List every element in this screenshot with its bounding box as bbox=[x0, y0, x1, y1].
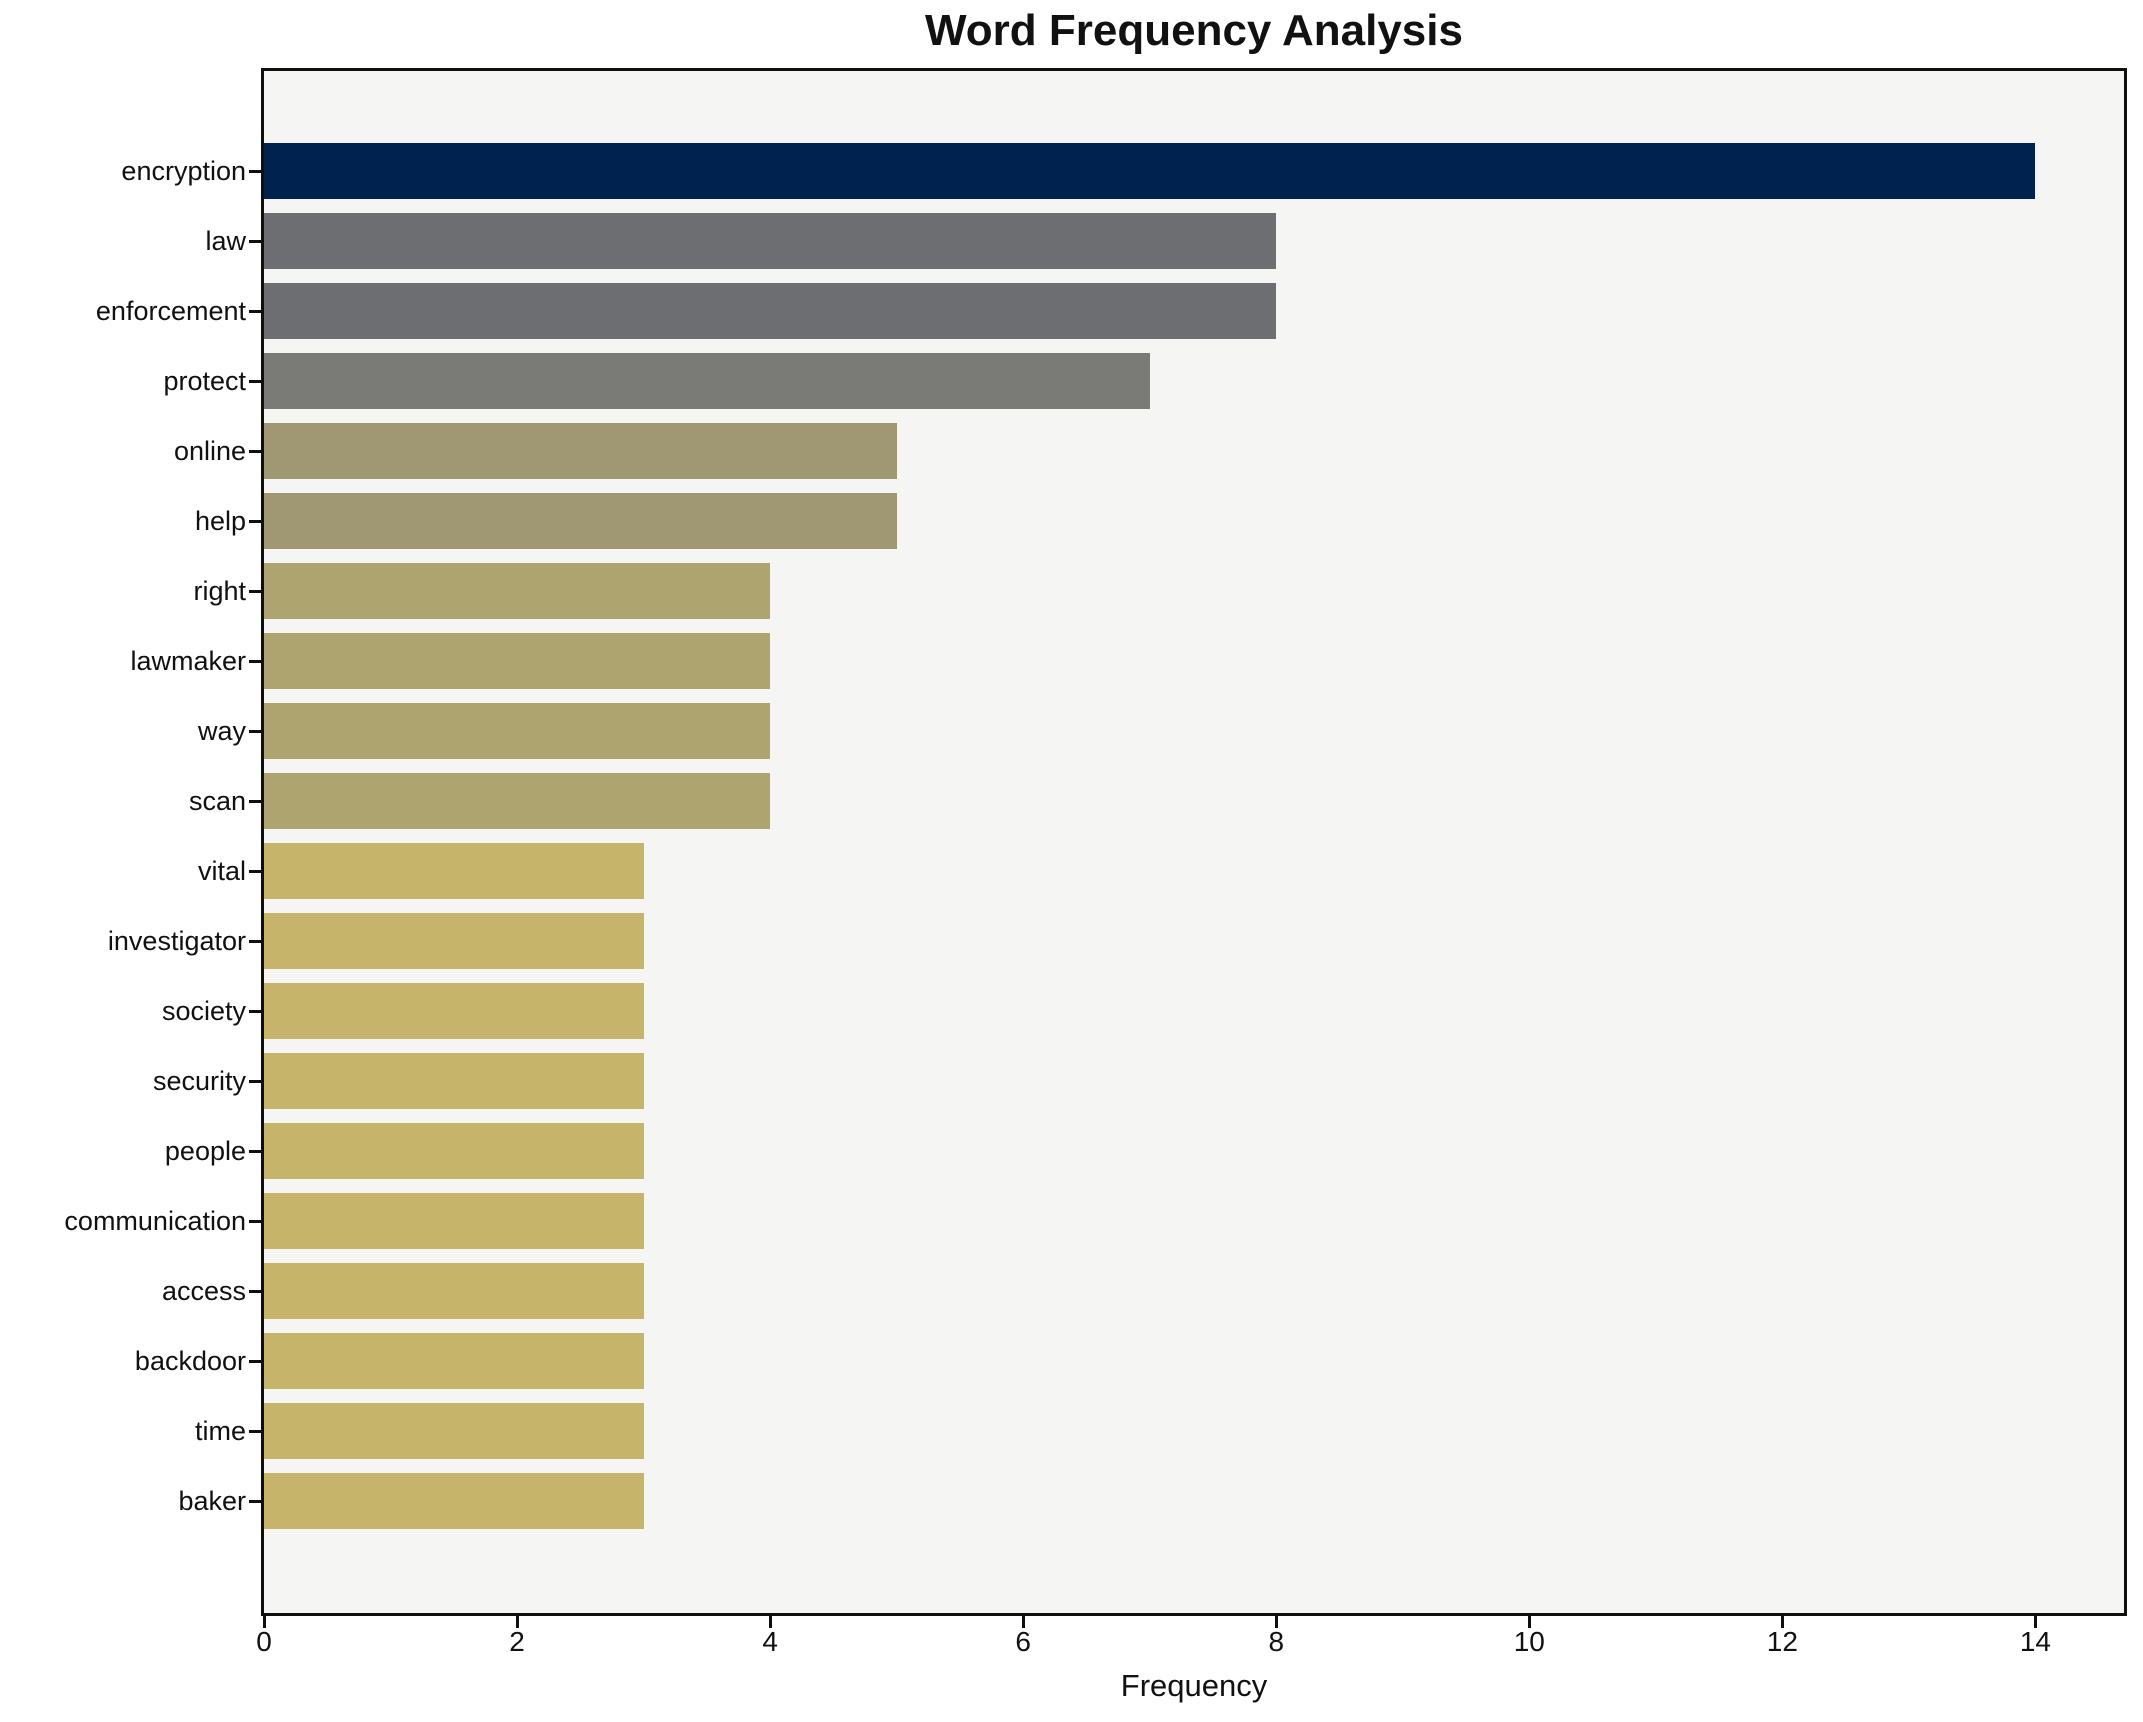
y-tick-label-backdoor: backdoor bbox=[134, 1346, 246, 1376]
y-tick-mark bbox=[249, 1360, 261, 1363]
x-tick-mark bbox=[1022, 1616, 1026, 1628]
y-tick-label-lawmaker: lawmaker bbox=[130, 646, 246, 676]
x-tick-mark bbox=[1275, 1616, 1279, 1628]
y-tick-label-law: law bbox=[205, 226, 246, 256]
bar-communication bbox=[264, 1193, 644, 1249]
x-tick-label-8: 8 bbox=[1268, 1626, 1285, 1657]
bar-vital bbox=[264, 843, 644, 899]
bar-online bbox=[264, 423, 897, 479]
y-tick-mark bbox=[249, 800, 261, 803]
bar-law bbox=[264, 213, 1276, 269]
y-tick-mark bbox=[249, 1500, 261, 1503]
y-tick-label-security: security bbox=[152, 1066, 246, 1096]
y-tick-mark bbox=[249, 1220, 261, 1223]
y-tick-label-online: online bbox=[173, 436, 246, 466]
bar-society bbox=[264, 983, 644, 1039]
bar-baker bbox=[264, 1473, 644, 1529]
y-tick-label-scan: scan bbox=[188, 786, 246, 816]
x-tick-label-10: 10 bbox=[1513, 1626, 1545, 1657]
bar-encryption bbox=[264, 143, 2035, 199]
y-tick-mark bbox=[249, 1080, 261, 1083]
bar-enforcement bbox=[264, 283, 1276, 339]
bar-backdoor bbox=[264, 1333, 644, 1389]
y-tick-label-vital: vital bbox=[197, 856, 246, 886]
y-tick-label-time: time bbox=[194, 1416, 246, 1446]
x-tick-label-2: 2 bbox=[509, 1626, 525, 1657]
y-tick-mark bbox=[249, 1290, 261, 1293]
bar-lawmaker bbox=[264, 633, 770, 689]
x-tick-label-6: 6 bbox=[1015, 1626, 1031, 1657]
y-tick-label-people: people bbox=[164, 1136, 246, 1166]
bar-access bbox=[264, 1263, 644, 1319]
y-tick-mark bbox=[249, 240, 261, 243]
y-tick-label-society: society bbox=[161, 996, 246, 1026]
y-tick-label-baker: baker bbox=[178, 1486, 246, 1516]
bar-time bbox=[264, 1403, 644, 1459]
x-tick-label-0: 0 bbox=[256, 1626, 272, 1657]
bar-right bbox=[264, 563, 770, 619]
y-tick-label-enforcement: enforcement bbox=[95, 296, 246, 326]
y-tick-mark bbox=[249, 450, 261, 453]
x-tick-mark bbox=[1528, 1616, 1532, 1628]
bar-help bbox=[264, 493, 897, 549]
bar-way bbox=[264, 703, 770, 759]
y-tick-label-protect: protect bbox=[163, 366, 246, 396]
x-tick-mark bbox=[2034, 1616, 2038, 1628]
y-tick-mark bbox=[249, 940, 261, 943]
y-tick-label-communication: communication bbox=[64, 1206, 246, 1236]
chart-title: Word Frequency Analysis bbox=[925, 6, 1463, 55]
x-tick-mark bbox=[769, 1616, 773, 1628]
y-tick-mark bbox=[249, 520, 261, 523]
y-tick-label-access: access bbox=[161, 1276, 246, 1306]
x-tick-mark bbox=[516, 1616, 520, 1628]
plot-area bbox=[261, 68, 2127, 1616]
y-tick-mark bbox=[249, 730, 261, 733]
y-tick-mark bbox=[249, 170, 261, 173]
y-tick-mark bbox=[249, 870, 261, 873]
x-axis-label: Frequency bbox=[1120, 1668, 1268, 1703]
y-tick-mark bbox=[249, 1430, 261, 1433]
y-tick-mark bbox=[249, 1150, 261, 1153]
y-tick-mark bbox=[249, 380, 261, 383]
y-tick-label-way: way bbox=[197, 716, 246, 746]
bar-investigator bbox=[264, 913, 644, 969]
x-tick-mark bbox=[1781, 1616, 1785, 1628]
y-tick-label-right: right bbox=[193, 576, 246, 606]
y-tick-mark bbox=[249, 310, 261, 313]
y-tick-mark bbox=[249, 590, 261, 593]
y-tick-mark bbox=[249, 1010, 261, 1013]
x-tick-label-4: 4 bbox=[762, 1626, 778, 1657]
y-tick-label-help: help bbox=[194, 506, 246, 536]
y-tick-label-investigator: investigator bbox=[107, 926, 246, 956]
y-tick-mark bbox=[249, 660, 261, 663]
x-tick-label-12: 12 bbox=[1766, 1626, 1798, 1657]
x-tick-label-14: 14 bbox=[2019, 1626, 2051, 1657]
bar-protect bbox=[264, 353, 1150, 409]
bar-scan bbox=[264, 773, 770, 829]
bar-people bbox=[264, 1123, 644, 1179]
x-tick-mark bbox=[263, 1616, 266, 1628]
y-tick-label-encryption: encryption bbox=[121, 156, 246, 186]
bar-security bbox=[264, 1053, 644, 1109]
